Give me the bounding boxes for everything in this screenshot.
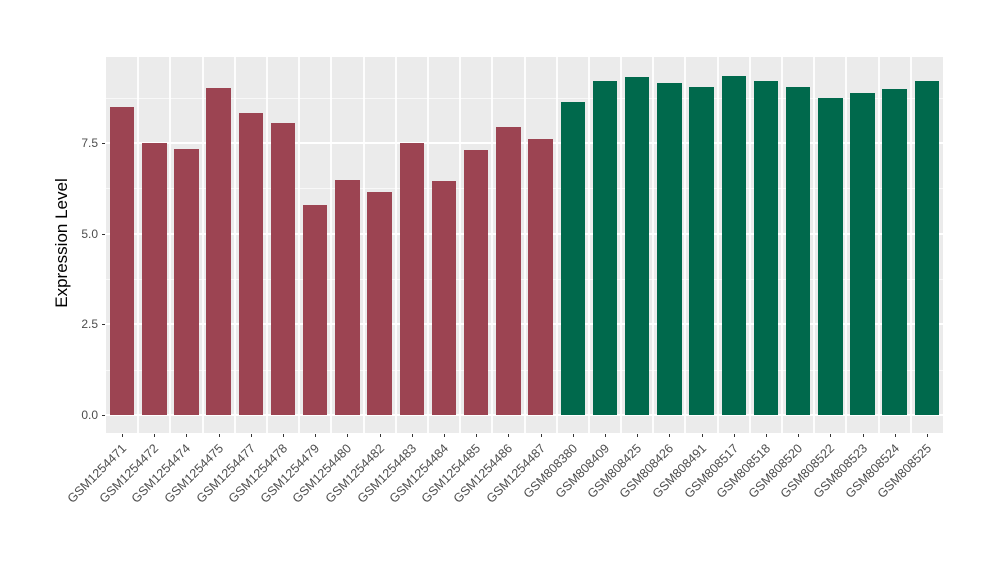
x-tick-mark <box>379 434 381 437</box>
bar-GSM808518 <box>753 80 779 416</box>
gridline-vertical <box>684 57 687 433</box>
bar-GSM1254471 <box>109 107 135 416</box>
gridline-vertical <box>201 57 204 433</box>
gridline-vertical <box>394 57 397 433</box>
gridline-vertical <box>169 57 172 433</box>
x-tick-mark <box>926 434 928 437</box>
x-tick-mark <box>862 434 864 437</box>
x-tick-mark <box>218 434 220 437</box>
x-tick-mark <box>830 434 832 437</box>
gridline-vertical <box>330 57 333 433</box>
bar-GSM808409 <box>592 80 618 416</box>
y-tick-mark <box>102 143 105 144</box>
x-tick-mark <box>765 434 767 437</box>
x-tick-mark <box>604 434 606 437</box>
gridline-vertical <box>298 57 301 433</box>
gridline-vertical <box>716 57 719 433</box>
y-tick-mark <box>102 233 105 235</box>
x-tick-mark <box>444 434 446 437</box>
bar-GSM808522 <box>818 97 843 416</box>
gridline-vertical <box>748 57 751 433</box>
x-tick-mark <box>411 434 413 437</box>
gridline-vertical <box>620 57 623 433</box>
bar-GSM808426 <box>657 82 682 416</box>
bar-GSM808517 <box>721 76 746 416</box>
x-tick-mark <box>540 434 542 437</box>
x-tick-mark <box>894 434 896 437</box>
x-tick-mark <box>122 434 124 437</box>
gridline-vertical <box>909 57 912 433</box>
x-tick-mark <box>508 434 510 437</box>
bar-GSM1254480 <box>335 180 360 416</box>
gridline-vertical <box>781 57 784 433</box>
bar-GSM1254474 <box>174 149 199 416</box>
gridline-vertical <box>523 57 526 433</box>
gridline-vertical <box>877 57 880 433</box>
y-tick-label: 5.0 <box>81 226 98 241</box>
x-tick-mark <box>154 434 156 437</box>
plot-panel <box>106 57 943 433</box>
bar-GSM1254479 <box>303 205 328 416</box>
x-tick-mark <box>347 434 349 437</box>
x-tick-mark <box>476 434 478 437</box>
bar-GSM1254483 <box>399 143 425 416</box>
y-tick-label: 2.5 <box>81 317 98 332</box>
gridline-vertical <box>491 57 494 433</box>
gridline-vertical <box>233 57 236 433</box>
gridline-vertical <box>362 57 365 433</box>
x-tick-mark <box>283 434 285 437</box>
bar-GSM1254484 <box>431 180 457 416</box>
gridline-vertical <box>845 57 848 433</box>
x-tick-mark <box>637 434 639 437</box>
x-tick-mark <box>250 434 252 437</box>
x-tick-mark <box>798 434 800 437</box>
gridline-vertical <box>555 57 558 433</box>
x-tick-label: GSM1254471 <box>64 441 130 506</box>
bar-GSM1254475 <box>206 87 231 416</box>
bar-GSM1254478 <box>270 123 296 416</box>
bar-GSM808520 <box>785 87 811 416</box>
bar-GSM1254485 <box>463 149 489 416</box>
bar-GSM808491 <box>689 87 714 416</box>
y-tick-label: 0.0 <box>81 408 98 423</box>
bar-GSM1254482 <box>367 191 392 416</box>
x-tick-mark <box>315 434 317 437</box>
bar-GSM808525 <box>914 81 940 416</box>
gridline-vertical <box>426 57 429 433</box>
bar-GSM808523 <box>850 92 875 416</box>
bar-GSM1254472 <box>142 143 167 416</box>
x-tick-mark <box>701 434 703 437</box>
y-axis-title: Expression Level <box>52 178 71 308</box>
gridline-vertical <box>137 57 140 433</box>
y-tick-mark <box>102 415 105 417</box>
x-tick-mark <box>572 434 574 437</box>
bar-GSM808425 <box>624 76 650 416</box>
gridline-vertical <box>459 57 462 433</box>
gridline-vertical <box>265 57 268 433</box>
y-tick-mark <box>102 324 105 326</box>
y-tick-label: 7.5 <box>81 136 98 150</box>
x-tick-mark <box>733 434 735 437</box>
gridline-vertical <box>813 57 816 433</box>
bar-GSM808524 <box>882 89 907 416</box>
x-tick-mark <box>669 434 671 437</box>
gridline-vertical <box>652 57 655 433</box>
gridline-vertical <box>587 57 590 433</box>
bar-GSM808380 <box>560 102 585 416</box>
bar-GSM1254477 <box>238 112 264 416</box>
bar-GSM1254486 <box>496 127 521 416</box>
bar-GSM1254487 <box>528 139 553 416</box>
x-tick-mark <box>186 434 188 437</box>
